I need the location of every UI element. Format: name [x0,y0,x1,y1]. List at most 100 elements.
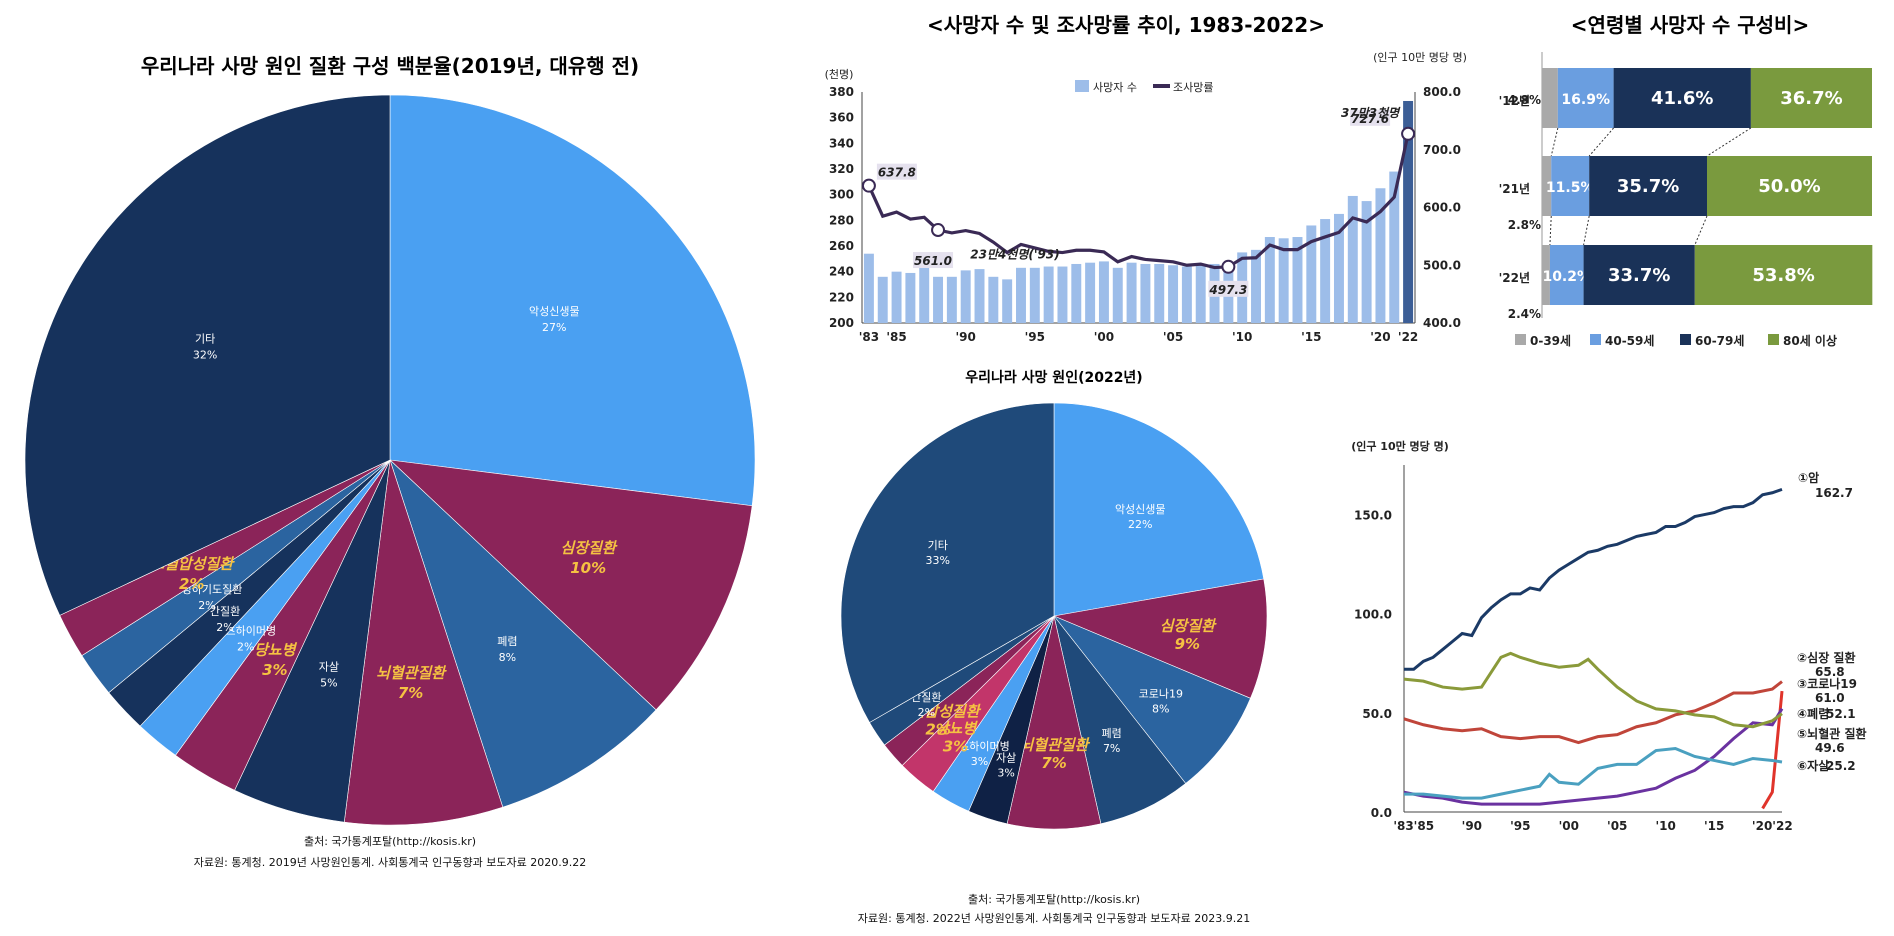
cause-line-name-2: ③코로나19 [1797,676,1857,691]
deaths-left-tick: 260 [829,239,854,253]
crude-rate-marker-1983 [863,180,875,192]
deaths-left-axis-label: (천명) [825,67,854,81]
deaths-x-tick: '00 [1094,330,1114,344]
age-legend-label-1: 40-59세 [1605,333,1654,348]
pie-slice-pct-1: 9% [1175,635,1200,653]
age-bar-label-2-0: 41.6% [1651,88,1713,109]
age-legend-swatch-0 [1515,334,1526,345]
cause-line-name-3: ④폐렴 [1797,706,1829,721]
deaths-bar-1985 [892,272,902,323]
age-connector [1589,128,1613,156]
pie-slice-pct-9: 2% [918,706,935,719]
cause-line-name-0: ①암 [1798,471,1819,485]
pie-2019-source: 출처: 국가통계포탈(http://kosis.kr) [304,835,476,848]
pie-slice-0 [390,95,755,506]
pie-slice-pct-5: 3% [262,661,287,679]
age-connector [1707,128,1751,156]
age-legend-label-0: 0-39세 [1530,333,1571,348]
cause-x-tick: '05 [1607,819,1627,833]
deaths-left-tick: 320 [829,162,854,176]
deaths-x-tick: '22 [1398,330,1418,344]
age-connector [1550,216,1551,245]
cause-line-name-4: ⑤뇌혈관 질환 [1797,726,1867,741]
deaths-2022-label: 37만3천명 [1341,106,1401,120]
cause-x-tick: '95 [1510,819,1530,833]
pie-slice-pct-6: 3% [971,755,988,768]
age-bar-label-0-2: 2.4% [1508,307,1541,321]
age-legend-label-2: 60-79세 [1695,333,1744,348]
crude-rate-marker-1988 [932,224,944,236]
pie-slice-label-5: 자살 [996,752,1016,765]
pie-slice-label-2: 코로나19 [1139,687,1183,700]
deaths-right-tick: 600.0 [1423,201,1461,215]
deaths-bar-2006 [1182,267,1192,323]
age-bar-0-0 [1542,68,1558,128]
cause-line-1 [1404,682,1782,743]
pie-2022-source-detail: 자료원: 통계청. 2022년 사망원인통계. 사회통계국 인구동향과 보도자료… [858,912,1250,925]
deaths-right-tick: 800.0 [1423,85,1461,99]
deaths-x-tick: '10 [1232,330,1252,344]
pie-slice-label-10: 기타 [195,333,215,346]
pie-slice-pct-9: 2% [179,575,204,593]
cause-line-5 [1404,749,1782,799]
deaths-bar-1998 [1071,264,1081,323]
age-bar-label-0-0: 4.8% [1508,93,1541,107]
pie-slice-label-1: 심장질환 [1160,617,1217,635]
age-legend-label-3: 80세 이상 [1783,333,1837,348]
pie-slice-pct-4: 7% [1041,754,1066,772]
deaths-left-tick: 240 [829,265,854,279]
deaths-left-tick: 380 [829,85,854,99]
cause-rate-axis-label: (인구 10만 명당 명) [1351,439,1449,453]
deaths-bar-2007 [1196,265,1206,323]
legend-deaths-label: 사망자 수 [1093,81,1137,94]
age-bar-label-3-1: 50.0% [1758,176,1820,197]
cause-x-tick: '90 [1462,819,1482,833]
deaths-bar-2000 [1099,261,1109,323]
deaths-left-tick: 300 [829,188,854,202]
age-connector [1584,216,1590,245]
deaths-x-tick: '83 [859,330,879,344]
crude-rate-marker-2022 [1402,128,1414,140]
pie-slice-pct-10: 33% [926,554,950,567]
deaths-bar-2002 [1127,263,1137,323]
pie-2019: 악성신생물27%심장질환10%폐렴8%뇌혈관질환7%자살5%당뇨병3%알츠하이머… [25,95,755,825]
crude-rate-label-1983: 637.8 [878,166,916,180]
deaths-bar-1989 [947,277,957,323]
deaths-left-tick: 360 [829,111,854,125]
cause-rate-chart: 150.0100.050.00.0'83'85'90'95'00'05'10'1… [1354,465,1867,833]
age-bar-label-2-2: 33.7% [1608,265,1670,286]
pie-slice-pct-8: 2% [198,599,215,612]
pie-slice-pct-0: 27% [542,321,566,334]
deaths-bar-1997 [1057,267,1067,323]
cause-line-0 [1404,489,1782,669]
age-bar-label-3-2: 53.8% [1752,265,1814,286]
age-connector [1695,216,1707,245]
deaths-bar-1988 [933,277,943,323]
age-legend-swatch-1 [1590,334,1601,345]
deaths-bar-2018 [1348,196,1358,323]
age-category-label: '21년 [1499,182,1530,196]
pie-slice-pct-0: 22% [1128,518,1152,531]
cause-line-2 [1763,691,1782,808]
pie-slice-label-3: 뇌혈관질환 [376,664,447,682]
pie-slice-label-0: 악성신생물 [1115,503,1166,516]
deaths-left-tick: 220 [829,290,854,304]
deaths-bar-2011 [1251,250,1261,323]
pie-slice-pct-10: 32% [193,349,217,362]
deaths-x-tick: '05 [1163,330,1183,344]
deaths-bar-2004 [1154,264,1164,323]
deaths-1993-label: 23만4천명('93) [970,248,1060,262]
age-legend-swatch-3 [1768,334,1779,345]
deaths-bar-1984 [878,277,888,323]
age-bar-label-1-0: 16.9% [1561,92,1610,108]
pie-slice-label-2: 폐렴 [497,635,517,648]
pie-slice-pct-6: 2% [237,640,254,653]
pie-2022-title: 우리나라 사망 원인(2022년) [965,369,1142,386]
cause-x-tick: '00 [1559,819,1579,833]
pie-slice-label-1: 심장질환 [561,539,618,557]
deaths-x-tick: '90 [956,330,976,344]
pie-2022-source: 출처: 국가통계포탈(http://kosis.kr) [968,893,1140,906]
legend-rate-label: 조사망률 [1173,81,1213,94]
deaths-bar-1991 [975,269,985,323]
deaths-bar-1986 [905,273,915,323]
